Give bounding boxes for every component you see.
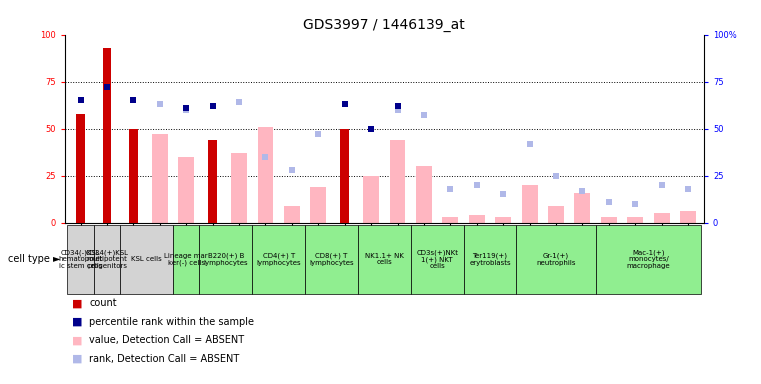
Bar (411, 225, 463, 294)
Bar (548, 206, 564, 223)
Bar (252, 225, 305, 294)
Text: value, Detection Call = ABSENT: value, Detection Call = ABSENT (89, 335, 244, 345)
Bar (103, 48, 111, 223)
Bar (178, 157, 194, 223)
Text: CD4(+) T
lymphocytes: CD4(+) T lymphocytes (256, 253, 301, 266)
Text: Lineage mar
ker(-) cells: Lineage mar ker(-) cells (164, 253, 208, 266)
Bar (442, 217, 458, 223)
Bar (358, 225, 411, 294)
Bar (231, 153, 247, 223)
Bar (680, 212, 696, 223)
Bar (305, 225, 358, 294)
Bar (199, 225, 252, 294)
Text: ■: ■ (72, 354, 83, 364)
Bar (469, 215, 485, 223)
Text: ■: ■ (72, 335, 83, 345)
Text: rank, Detection Call = ABSENT: rank, Detection Call = ABSENT (89, 354, 239, 364)
Bar (257, 127, 273, 223)
Text: percentile rank within the sample: percentile rank within the sample (89, 317, 254, 327)
Bar (390, 140, 406, 223)
Bar (67, 225, 94, 294)
Bar (521, 185, 537, 223)
Text: CD34(-)KSL
hematopoiet
ic stem cells: CD34(-)KSL hematopoiet ic stem cells (59, 250, 103, 269)
Title: GDS3997 / 1446139_at: GDS3997 / 1446139_at (304, 18, 465, 32)
Bar (94, 225, 120, 294)
Bar (416, 166, 431, 223)
Bar (601, 217, 616, 223)
Bar (517, 225, 596, 294)
Text: CD8(+) T
lymphocytes: CD8(+) T lymphocytes (309, 253, 354, 266)
Bar (575, 193, 591, 223)
Bar (340, 129, 349, 223)
Bar (209, 140, 217, 223)
Bar (463, 225, 517, 294)
Text: Ter119(+)
erytroblasts: Ter119(+) erytroblasts (469, 253, 511, 266)
Bar (495, 217, 511, 223)
Text: Gr-1(+)
neutrophils: Gr-1(+) neutrophils (537, 253, 576, 266)
Bar (129, 129, 138, 223)
Bar (284, 206, 300, 223)
Bar (363, 176, 379, 223)
Text: ■: ■ (72, 298, 83, 308)
Text: Mac-1(+)
monocytes/
macrophage: Mac-1(+) monocytes/ macrophage (626, 250, 670, 269)
Bar (76, 114, 85, 223)
Bar (173, 225, 199, 294)
Text: CD3s(+)NKt
1(+) NKT
cells: CD3s(+)NKt 1(+) NKT cells (416, 249, 458, 269)
Bar (627, 217, 643, 223)
Text: ■: ■ (72, 317, 83, 327)
Text: KSL cells: KSL cells (131, 256, 162, 262)
Bar (596, 225, 702, 294)
Bar (310, 187, 326, 223)
Text: cell type ►: cell type ► (8, 254, 61, 264)
Bar (654, 214, 670, 223)
Text: count: count (89, 298, 116, 308)
Bar (120, 225, 173, 294)
Bar (152, 134, 167, 223)
Text: CD34(+)KSL
multipotent
progenitors: CD34(+)KSL multipotent progenitors (85, 250, 129, 269)
Text: NK1.1+ NK
cells: NK1.1+ NK cells (365, 253, 404, 265)
Text: B220(+) B
lymphocytes: B220(+) B lymphocytes (203, 253, 248, 266)
